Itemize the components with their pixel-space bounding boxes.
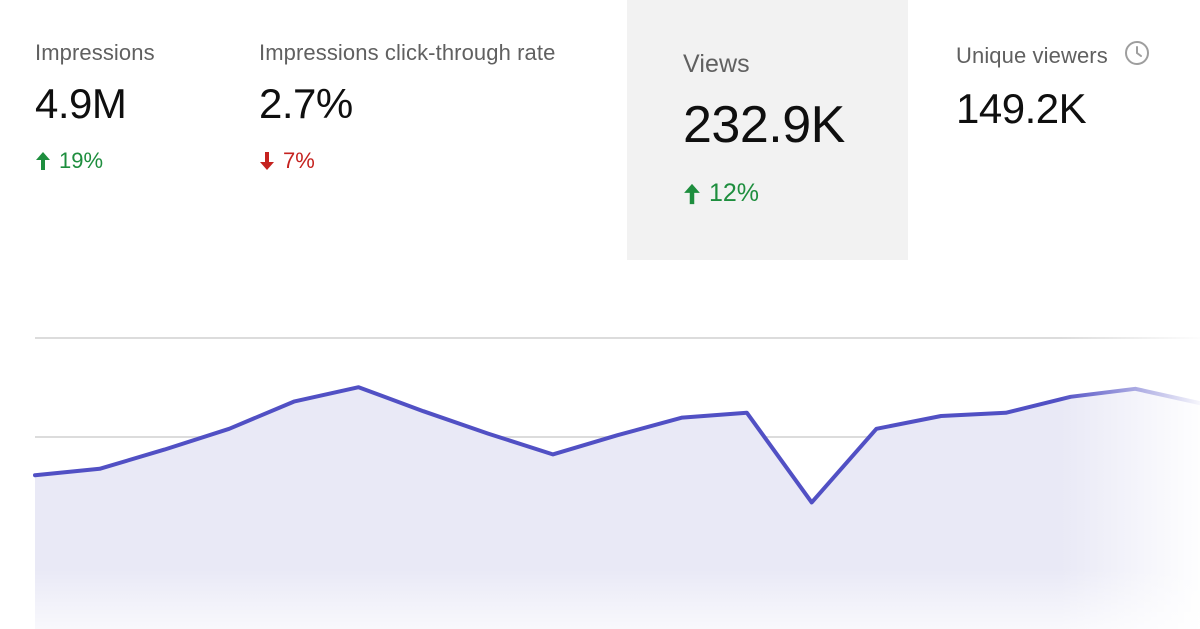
metric-label: Impressions xyxy=(35,40,155,65)
delta-value: 12% xyxy=(709,179,760,207)
arrow-up-icon xyxy=(683,182,701,206)
metric-label: Unique viewers xyxy=(956,42,1108,68)
metric-label: Views xyxy=(683,50,750,78)
arrow-up-icon xyxy=(35,151,51,171)
metric-delta: 12% xyxy=(683,179,908,208)
delta-value: 7% xyxy=(283,148,315,173)
metric-card-impressions[interactable]: Impressions 4.9M 19% xyxy=(35,40,155,174)
views-line-chart xyxy=(33,337,1200,629)
metric-delta: 7% xyxy=(259,148,555,174)
metric-value: 4.9M xyxy=(35,80,127,127)
metric-card-views[interactable]: Views 232.9K 12% xyxy=(627,0,908,260)
metric-value: 232.9K xyxy=(683,96,845,154)
series-line xyxy=(33,385,1200,505)
arrow-down-icon xyxy=(259,151,275,171)
metric-value: 2.7% xyxy=(259,80,353,127)
metric-delta: 19% xyxy=(35,148,155,174)
metric-label: Impressions click-through rate xyxy=(259,40,556,65)
series-area xyxy=(35,387,1200,629)
metric-card-unique-viewers[interactable]: Unique viewers 149.2K xyxy=(956,40,1150,133)
clock-icon[interactable] xyxy=(1124,40,1150,71)
delta-value: 19% xyxy=(59,148,104,173)
metric-value: 149.2K xyxy=(956,85,1087,132)
metric-card-ctr[interactable]: Impressions click-through rate 2.7% 7% xyxy=(259,40,555,174)
